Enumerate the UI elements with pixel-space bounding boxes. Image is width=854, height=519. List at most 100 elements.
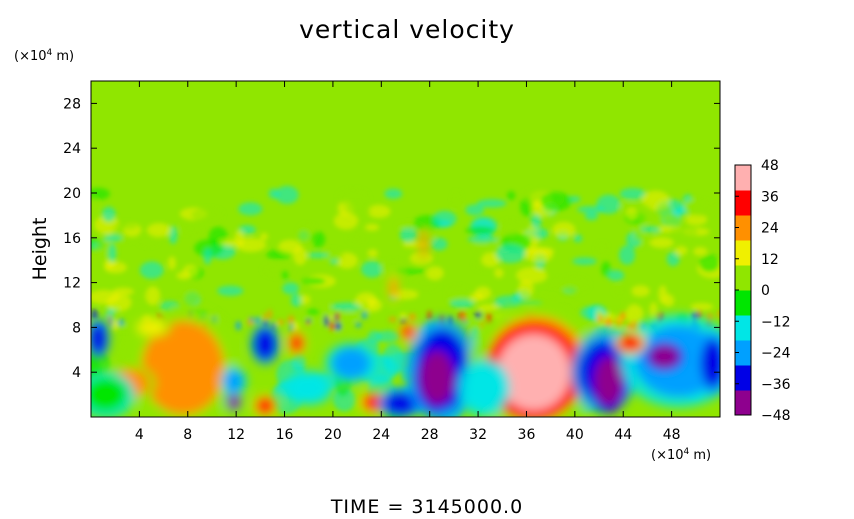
velocity-region bbox=[700, 338, 720, 388]
fringe-blob bbox=[254, 316, 261, 325]
velocity-region bbox=[594, 356, 624, 406]
turbulence-blob bbox=[530, 213, 542, 229]
velocity-region bbox=[91, 376, 128, 413]
colorbar-tick-label: −12 bbox=[761, 314, 791, 330]
x-tick-label: 24 bbox=[372, 427, 390, 443]
turbulence-blob bbox=[517, 279, 534, 299]
fringe-blob bbox=[596, 314, 604, 323]
colorbar-segment bbox=[735, 290, 751, 316]
turbulence-blob bbox=[452, 191, 462, 208]
turbulence-blob bbox=[573, 234, 583, 243]
colorbar-segment bbox=[735, 190, 751, 216]
y-axis-ticks: 4 8 12 16 20 24 28 bbox=[63, 96, 720, 381]
turbulence-blob bbox=[635, 202, 653, 223]
turbulence-blob bbox=[520, 197, 534, 217]
haze-blob bbox=[291, 353, 306, 372]
turbulence-blob bbox=[367, 249, 378, 258]
turbulence-blob bbox=[465, 226, 495, 235]
colorbar-segment bbox=[735, 265, 751, 291]
turbulence-blob bbox=[146, 223, 172, 238]
colorbar-tick-label: −48 bbox=[761, 408, 791, 424]
velocity-region bbox=[136, 319, 166, 336]
turbulence-blob bbox=[278, 239, 302, 254]
fringe-blob bbox=[305, 318, 312, 324]
turbulence-blob bbox=[658, 285, 668, 304]
turbulence-blob bbox=[476, 199, 507, 208]
turbulence-blob bbox=[217, 285, 244, 296]
turbulence-blob bbox=[384, 188, 403, 200]
heatmap-plot-area bbox=[91, 81, 720, 417]
fringe-blob bbox=[608, 319, 613, 326]
velocity-region bbox=[464, 365, 504, 411]
turbulence-blob bbox=[640, 225, 661, 233]
colorbar-tick-label: −24 bbox=[761, 346, 791, 362]
colorbar-tick-label: 48 bbox=[761, 158, 779, 174]
fringe-blob bbox=[717, 309, 720, 319]
turbulence-blob bbox=[367, 204, 391, 219]
y-tick-label: 28 bbox=[63, 96, 81, 112]
x-tick-label: 16 bbox=[276, 427, 294, 443]
turbulence-blob bbox=[481, 252, 500, 268]
turbulence-blob bbox=[430, 237, 448, 251]
turbulence-blob bbox=[525, 246, 555, 256]
fringe-blob bbox=[620, 311, 625, 321]
colorbar-segment bbox=[735, 240, 751, 266]
fringe-blob bbox=[249, 316, 254, 323]
turbulence-blob bbox=[501, 219, 519, 237]
turbulence-blob bbox=[515, 266, 548, 284]
fringe-blob bbox=[263, 312, 267, 323]
turbulence-blob bbox=[543, 278, 553, 285]
haze-blob bbox=[375, 330, 401, 343]
turbulence-blob bbox=[674, 245, 688, 256]
velocity-region bbox=[420, 227, 427, 260]
turbulence-blob bbox=[584, 211, 599, 221]
velocity-region bbox=[290, 374, 327, 402]
x-tick-label: 44 bbox=[614, 427, 632, 443]
colorbar-tick-label: 0 bbox=[761, 283, 770, 299]
turbulence-blob bbox=[260, 232, 269, 241]
turbulence-blob bbox=[656, 204, 673, 221]
turbulence-blob bbox=[179, 221, 201, 235]
colorbar: 48 36 24 12 0 −12 −24 −36 −48 bbox=[734, 158, 791, 424]
turbulence-blob bbox=[103, 234, 123, 242]
fringe-blob bbox=[91, 308, 98, 321]
turbulence-blob bbox=[380, 260, 407, 276]
fringe-blob bbox=[323, 315, 330, 327]
turbulence-blob bbox=[333, 212, 359, 230]
turbulence-blob bbox=[413, 276, 440, 290]
colorbar-segment bbox=[735, 390, 751, 416]
colorbar-segment bbox=[735, 365, 751, 391]
turbulence-blob bbox=[626, 207, 638, 221]
turbulence-blob bbox=[101, 206, 116, 223]
turbulence-blob bbox=[449, 299, 475, 309]
x-tick-label: 40 bbox=[566, 427, 584, 443]
turbulence-blob bbox=[392, 289, 419, 300]
turbulence-blob bbox=[540, 192, 572, 211]
x-tick-label: 32 bbox=[469, 427, 487, 443]
turbulence-blob bbox=[364, 223, 380, 231]
turbulence-blob bbox=[670, 224, 699, 241]
fringe-blob bbox=[334, 322, 342, 331]
y-tick-label: 16 bbox=[63, 231, 81, 247]
turbulence-blob bbox=[631, 285, 650, 297]
fringe-blob bbox=[705, 313, 714, 321]
velocity-region bbox=[91, 322, 107, 355]
turbulence-blob bbox=[699, 254, 720, 273]
turbulence-blob bbox=[323, 249, 345, 261]
fringe-blob bbox=[355, 321, 362, 328]
fringe-blob bbox=[630, 320, 638, 332]
velocity-region bbox=[400, 324, 416, 340]
colorbar-tick-label: 24 bbox=[761, 221, 779, 237]
x-axis-ticks: 4 8 12 16 20 24 28 32 36 40 44 48 bbox=[135, 81, 681, 443]
turbulence-blob bbox=[361, 260, 383, 278]
turbulence-blob bbox=[465, 204, 485, 216]
velocity-region bbox=[255, 396, 275, 415]
turbulence-blob bbox=[238, 202, 263, 216]
velocity-region bbox=[383, 392, 418, 415]
x-tick-label: 8 bbox=[183, 427, 192, 443]
fringe-blob bbox=[117, 318, 125, 327]
fringe-blob bbox=[474, 311, 482, 319]
turbulence-blob bbox=[112, 287, 134, 296]
y-tick-label: 8 bbox=[72, 320, 81, 336]
